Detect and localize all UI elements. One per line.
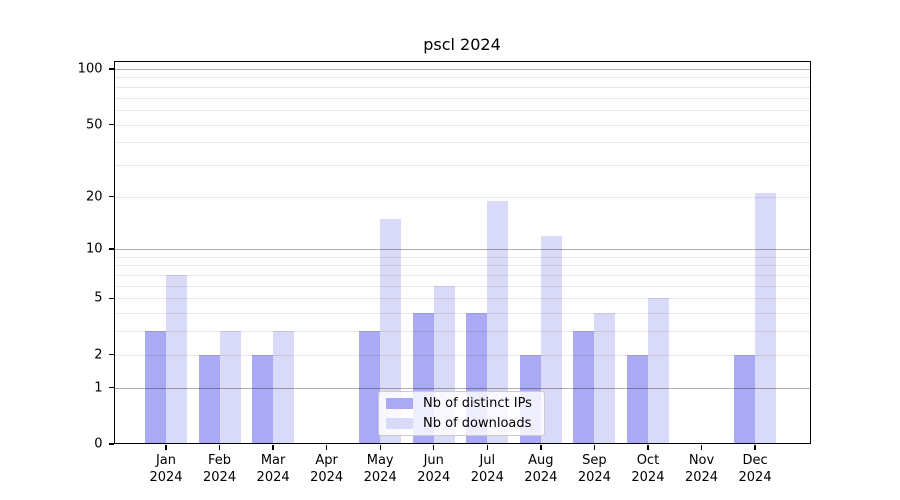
x-axis-tick-label: Aug 2024 [524,453,558,485]
x-axis-tick [325,445,328,450]
y-axis-tick [108,68,114,70]
downloads-swatch [386,418,413,429]
y-axis-tick-label: 50 [85,117,103,132]
minor-gridline [114,256,810,258]
legend-item-distinct-ips: Nb of distinct IPs [386,396,534,411]
y-axis-tick-label: 2 [94,347,103,363]
y-axis-tick [108,386,114,389]
x-axis-tick [272,445,274,450]
major-gridline [114,387,810,389]
x-axis-tick-label: Mar 2024 [256,453,290,485]
legend-item-downloads: Nb of downloads [386,416,534,431]
x-axis-tick-label: Jan 2024 [149,453,183,485]
minor-gridline [114,164,810,166]
x-axis-tick [218,445,221,450]
downloads-bar [273,331,295,444]
distinct-ips-bar [573,331,595,444]
x-axis-tick [540,445,542,450]
minor-gridline [114,77,810,79]
y-axis-tick [108,195,114,198]
downloads-bar [487,200,509,444]
minor-gridline [114,275,810,277]
downloads-bar [540,235,562,444]
downloads-bar [166,275,187,444]
y-axis-tick-label: 10 [85,241,103,257]
distinct-ips-bar [359,331,381,444]
x-axis-tick [754,445,756,450]
distinct-ips-bar [198,354,220,444]
x-axis-tick-label: Feb 2024 [203,453,237,485]
x-axis-tick-label: Apr 2024 [310,453,344,485]
x-axis-tick [647,445,649,450]
legend: Nb of distinct IPs Nb of downloads [378,391,545,436]
legend-label-downloads: Nb of downloads [423,416,532,431]
y-axis-tick-label: 0 [94,436,103,452]
chart-title: pscl 2024 [423,35,501,54]
x-axis-tick-label: Jun 2024 [417,453,451,485]
downloads-bar [594,313,616,444]
x-axis-tick-label: Nov 2024 [684,453,719,485]
x-axis-tick-label: Dec 2024 [738,453,772,485]
x-axis-tick [593,445,596,450]
x-axis-tick [486,445,488,450]
y-axis-tick-label: 20 [85,189,103,205]
x-axis-tick [165,445,167,450]
x-axis-tick-label: Jul 2024 [470,453,504,485]
downloads-bar [755,192,777,444]
minor-gridline [114,298,810,300]
x-axis-tick-label: May 2024 [363,453,397,485]
y-axis-tick-label: 1 [94,380,103,396]
minor-gridline [114,313,810,315]
minor-gridline [114,354,810,356]
y-axis-tick [108,297,114,300]
minor-gridline [114,124,810,126]
distinct-ips-bar [145,331,166,444]
downloads-bar [380,218,402,444]
legend-label-distinct-ips: Nb of distinct IPs [423,396,532,411]
y-axis-tick [108,443,114,445]
y-axis-tick [108,123,114,126]
y-axis-tick [108,248,114,250]
distinct-ips-bar [252,354,274,444]
x-axis-tick-label: Oct 2024 [631,453,665,485]
y-axis-tick [108,354,114,356]
minor-gridline [114,285,810,287]
minor-gridline [114,109,810,111]
y-axis-tick-label: 100 [77,61,103,77]
minor-gridline [114,97,810,99]
distinct-ips-bar [626,354,648,444]
distinct-ips-swatch [386,398,413,409]
x-axis-tick [379,445,381,450]
downloads-bar [647,298,669,444]
x-axis-tick [433,445,435,450]
y-axis-tick-label: 5 [94,290,103,306]
minor-gridline [114,196,810,198]
distinct-ips-bar [734,354,756,444]
minor-gridline [114,142,810,144]
minor-gridline [114,331,810,333]
downloads-bar [219,331,241,444]
minor-gridline [114,265,810,267]
minor-gridline [114,86,810,88]
major-gridline [114,68,810,70]
x-axis-tick-label: Sep 2024 [577,453,611,485]
major-gridline [114,249,810,251]
x-axis-tick [700,445,703,450]
